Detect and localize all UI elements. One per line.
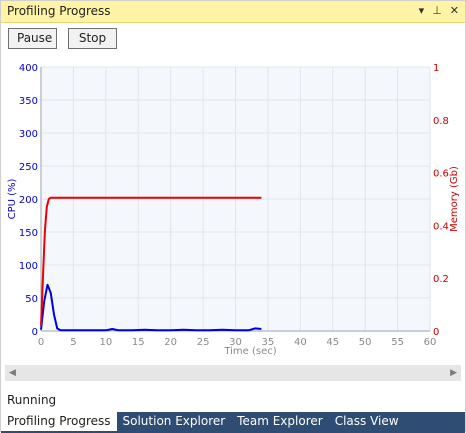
y-right-axis-label: Memory (Gb) — [449, 166, 460, 232]
cpu-series-line — [40, 283, 262, 332]
close-icon[interactable]: ✕ — [449, 4, 459, 17]
x-tick-label: 0 — [38, 337, 44, 348]
y-left-tick-label: 150 — [19, 228, 38, 239]
dropdown-icon[interactable]: ▾ — [418, 4, 425, 17]
window-title: Profiling Progress — [7, 4, 111, 18]
scroll-right-icon[interactable]: ▶ — [450, 368, 457, 378]
pause-button[interactable]: Pause — [8, 28, 57, 49]
x-axis-label: Time (sec) — [223, 346, 276, 357]
title-controls: ▾ ⊥ ✕ — [419, 4, 459, 17]
x-tick-label: 30 — [229, 337, 242, 348]
y-left-tick-label: 0 — [32, 327, 38, 338]
y-right-tick-label: 0.8 — [433, 116, 449, 127]
y-left-tick-label: 300 — [19, 129, 38, 140]
x-tick-label: 50 — [359, 337, 372, 348]
tab-class-view[interactable]: Class View — [334, 414, 399, 428]
x-tick-label: 20 — [164, 337, 177, 348]
x-tick-label: 5 — [70, 337, 76, 348]
x-tick-label: 25 — [197, 337, 210, 348]
tab-solution-explorer[interactable]: Solution Explorer — [122, 414, 226, 428]
tab-profiling-progress[interactable]: Profiling Progress — [1, 412, 117, 431]
x-tick-label: 45 — [326, 337, 339, 348]
memory-series-line — [40, 196, 262, 326]
y-left-tick-label: 100 — [19, 261, 38, 272]
pin-icon[interactable]: ⊥ — [432, 4, 442, 17]
y-left-tick-label: 350 — [19, 96, 38, 107]
x-tick-label: 60 — [424, 337, 437, 348]
x-tick-label: 40 — [294, 337, 307, 348]
y-left-tick-label: 250 — [19, 162, 38, 173]
profiling-chart: 0 5 10 15 20 25 30 35 40 45 50 55 600501001502002503… — [7, 63, 460, 357]
toolbar: Pause Stop — [1, 25, 465, 53]
y-right-tick-label: 0 — [433, 327, 439, 338]
scroll-left-icon[interactable]: ◀ — [9, 368, 16, 378]
y-right-tick-label: 0.6 — [433, 169, 449, 180]
title-bar: Profiling Progress ▾ ⊥ ✕ — [1, 1, 465, 23]
x-tick-label: 15 — [132, 337, 145, 348]
y-left-tick-label: 400 — [19, 63, 38, 74]
y-right-tick-label: 0.2 — [433, 274, 449, 285]
horizontal-scrollbar[interactable]: ◀ ▶ — [5, 365, 461, 381]
y-right-tick-label: 1 — [433, 63, 439, 74]
tab-team-explorer[interactable]: Team Explorer — [237, 414, 323, 428]
y-left-tick-label: 200 — [19, 195, 38, 206]
tab-strip: Profiling Progress Solution Explorer Team … — [1, 412, 465, 433]
y-left-axis-label: CPU (%) — [7, 179, 18, 220]
y-right-tick-label: 0.4 — [433, 221, 449, 232]
stop-button[interactable]: Stop — [68, 28, 117, 49]
x-tick-label: 10 — [99, 337, 112, 348]
x-tick-label: 55 — [391, 337, 404, 348]
status-text: Running — [7, 393, 57, 407]
x-tick-label: 35 — [262, 337, 275, 348]
y-left-tick-label: 50 — [25, 294, 38, 305]
